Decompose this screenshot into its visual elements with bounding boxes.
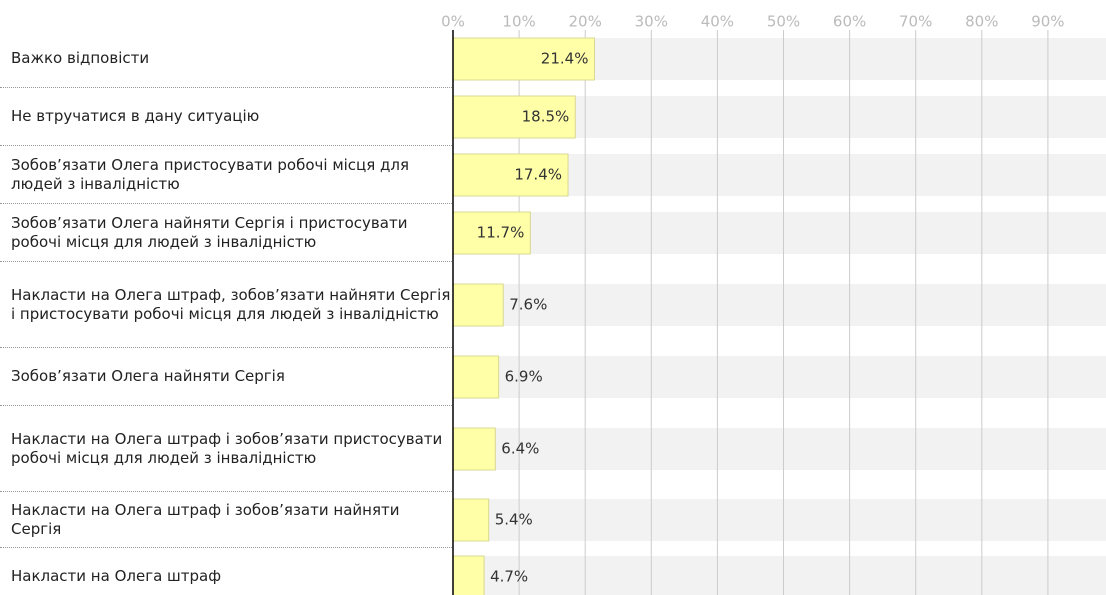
value-label: 6.9% [505, 368, 543, 386]
value-label: 21.4% [541, 50, 589, 68]
category-label: Зобов’язати Олега пристосувати робочі мі… [0, 146, 452, 204]
category-label: Накласти на Олега штраф, зобов’язати най… [0, 262, 452, 348]
band [453, 212, 1106, 254]
band [453, 556, 1106, 595]
value-label: 11.7% [477, 224, 525, 242]
category-label: Накласти на Олега штраф і зобов’язати пр… [0, 406, 452, 492]
x-tick-label: 70% [899, 13, 932, 31]
band [453, 428, 1106, 470]
bar [452, 153, 569, 197]
bar [452, 211, 531, 255]
band [453, 284, 1106, 326]
x-tick-label: 20% [569, 13, 602, 31]
category-label: Зобов’язати Олега найняти Сергія [0, 348, 452, 406]
bar [452, 498, 490, 542]
bar [452, 355, 500, 399]
x-tick-label: 60% [833, 13, 866, 31]
value-label: 5.4% [495, 511, 533, 529]
value-label: 17.4% [514, 166, 562, 184]
category-label: Важко відповісти [0, 30, 452, 88]
x-tick-label: 40% [701, 13, 734, 31]
category-label: Не втручатися в дану ситуацію [0, 88, 452, 146]
x-tick-label: 30% [635, 13, 668, 31]
category-label: Зобов’язати Олега найняти Сергія і прист… [0, 204, 452, 262]
category-label: Накласти на Олега штраф і зобов’язати на… [0, 492, 452, 548]
category-label: Накласти на Олега штраф [0, 548, 452, 595]
band [453, 356, 1106, 398]
value-label: 18.5% [522, 108, 570, 126]
bar [452, 37, 595, 81]
value-label: 7.6% [509, 296, 547, 314]
bar [452, 555, 485, 595]
bar [452, 283, 504, 327]
band [453, 499, 1106, 541]
x-tick-label: 10% [502, 13, 535, 31]
bar [452, 95, 576, 139]
x-tick-label: 80% [965, 13, 998, 31]
x-tick-label: 90% [1031, 13, 1064, 31]
x-tick-label: 50% [767, 13, 800, 31]
value-label: 6.4% [501, 440, 539, 458]
x-tick-label: 0% [441, 13, 465, 31]
bar [452, 427, 496, 471]
value-label: 4.7% [490, 568, 528, 586]
